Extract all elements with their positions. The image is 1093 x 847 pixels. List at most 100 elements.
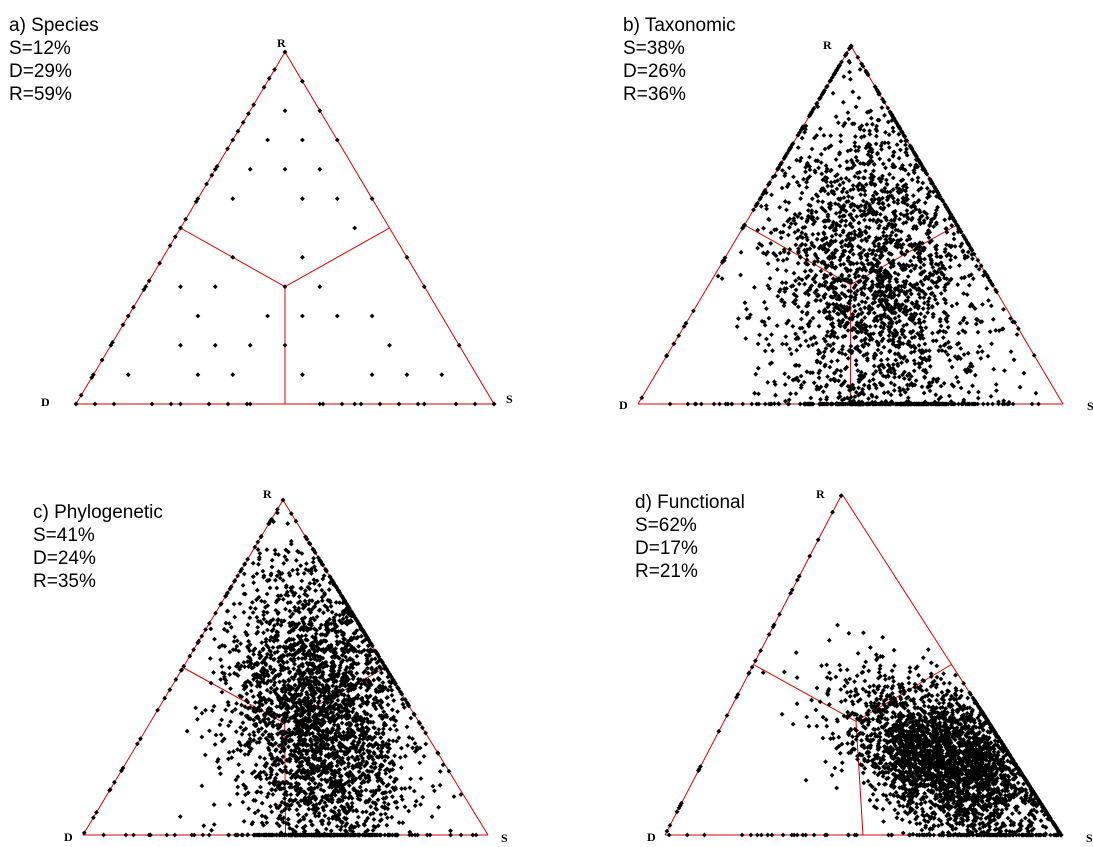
- data-point: [890, 125, 896, 131]
- point-cloud: [81, 497, 479, 838]
- data-point: [835, 311, 840, 317]
- data-point: [398, 755, 403, 760]
- data-point: [852, 229, 857, 234]
- data-point: [810, 276, 816, 282]
- data-point: [907, 162, 913, 168]
- data-point: [369, 313, 375, 319]
- vertex-label-top: R: [277, 36, 286, 50]
- data-point: [354, 670, 360, 676]
- data-point: [823, 163, 829, 169]
- data-point: [813, 209, 819, 215]
- data-point: [916, 198, 922, 203]
- data-point: [865, 295, 870, 301]
- data-point: [888, 218, 894, 223]
- data-point: [266, 76, 272, 81]
- data-point: [890, 209, 896, 215]
- data-point: [880, 373, 886, 379]
- data-point: [334, 196, 340, 202]
- data-point: [924, 211, 929, 217]
- data-point: [859, 318, 865, 323]
- data-point: [883, 288, 889, 294]
- data-point: [922, 375, 928, 380]
- data-point: [943, 300, 949, 306]
- data-point: [799, 382, 804, 388]
- data-point: [923, 170, 929, 176]
- data-point: [864, 351, 870, 357]
- data-point: [855, 244, 861, 249]
- data-point: [946, 345, 952, 350]
- data-point: [421, 754, 427, 759]
- data-point: [795, 132, 801, 138]
- data-point: [421, 284, 427, 290]
- data-point: [407, 785, 413, 791]
- data-point: [280, 597, 286, 602]
- data-point: [246, 111, 251, 116]
- data-point: [949, 364, 955, 370]
- data-point: [885, 294, 891, 299]
- data-point: [908, 242, 914, 247]
- data-point: [334, 313, 340, 319]
- data-point: [891, 199, 897, 205]
- data-point: [804, 247, 810, 252]
- data-point: [830, 276, 836, 282]
- data-point: [918, 279, 924, 285]
- data-point: [317, 166, 323, 172]
- data-point: [451, 794, 457, 799]
- data-point: [947, 264, 953, 270]
- data-point: [223, 680, 229, 686]
- data-point: [917, 364, 922, 370]
- data-point: [930, 311, 936, 317]
- data-point: [382, 758, 388, 764]
- data-point: [902, 334, 908, 340]
- data-point: [845, 356, 851, 361]
- data-point: [888, 380, 894, 386]
- data-point: [941, 380, 947, 386]
- data-point: [282, 166, 288, 172]
- data-point: [822, 175, 828, 180]
- data-point: [814, 298, 819, 303]
- data-point: [786, 397, 792, 403]
- data-point: [319, 598, 325, 604]
- data-point: [871, 256, 877, 262]
- data-point: [890, 153, 896, 158]
- data-point: [829, 328, 835, 334]
- data-point: [929, 259, 934, 265]
- data-point: [802, 269, 808, 274]
- data-point: [857, 227, 862, 232]
- data-point: [872, 182, 878, 187]
- data-point: [317, 582, 322, 588]
- data-point: [418, 802, 423, 807]
- data-point: [970, 383, 975, 389]
- data-point: [840, 180, 846, 186]
- data-point: [212, 342, 218, 348]
- data-point: [877, 156, 883, 162]
- data-point: [853, 362, 859, 368]
- data-point: [873, 369, 879, 374]
- data-point: [954, 301, 960, 307]
- data-point: [912, 304, 918, 310]
- data-point: [323, 826, 329, 832]
- data-point: [798, 255, 803, 260]
- data-point: [922, 300, 927, 306]
- data-point: [921, 319, 927, 324]
- data-point: [831, 341, 836, 346]
- data-point: [811, 380, 817, 386]
- data-point: [760, 250, 766, 256]
- data-point: [919, 348, 925, 353]
- data-point: [788, 391, 793, 397]
- data-point: [962, 255, 968, 261]
- data-point: [946, 339, 951, 345]
- data-point: [839, 244, 845, 250]
- data-point: [873, 269, 879, 274]
- data-point: [808, 268, 814, 274]
- data-point: [149, 401, 155, 407]
- data-point: [245, 556, 250, 562]
- data-point: [840, 99, 846, 105]
- data-point: [866, 207, 871, 213]
- data-point: [888, 189, 893, 195]
- data-point: [1021, 370, 1027, 376]
- data-point: [775, 257, 781, 263]
- data-point: [847, 69, 852, 75]
- data-point: [815, 215, 820, 221]
- data-point: [358, 401, 364, 407]
